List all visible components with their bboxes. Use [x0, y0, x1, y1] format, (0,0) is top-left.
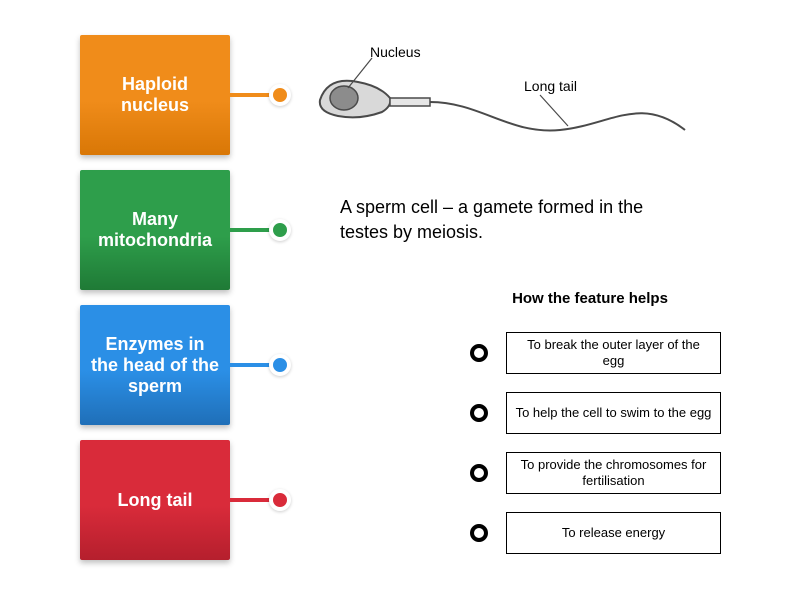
connector-dot-3 [269, 489, 291, 511]
answer-text-2: To provide the chromosomes for fertilisa… [506, 452, 721, 494]
connector-dot-0 [269, 84, 291, 106]
sperm-midpiece [390, 98, 430, 106]
label-tail: Long tail [524, 78, 577, 94]
answer-selector-0[interactable] [470, 344, 488, 362]
answer-text-3: To release energy [506, 512, 721, 554]
feature-box-3: Long tail [80, 440, 230, 560]
sperm-diagram: Nucleus Long tail [310, 40, 690, 160]
answer-text-0: To break the outer layer of the egg [506, 332, 721, 374]
answer-selector-2[interactable] [470, 464, 488, 482]
connector-dot-2 [269, 354, 291, 376]
answer-row-0: To break the outer layer of the egg [470, 332, 721, 374]
answer-text-1: To help the cell to swim to the egg [506, 392, 721, 434]
feature-box-1: Many mitochondria [80, 170, 230, 290]
diagram-caption: A sperm cell – a gamete formed in the te… [340, 195, 680, 245]
sperm-nucleus [330, 86, 358, 110]
label-nucleus: Nucleus [370, 44, 421, 60]
answer-row-2: To provide the chromosomes for fertilisa… [470, 452, 721, 494]
answer-row-3: To release energy [470, 512, 721, 554]
sperm-tail [430, 102, 685, 131]
feature-box-2: Enzymes in the head of the sperm [80, 305, 230, 425]
answer-row-1: To help the cell to swim to the egg [470, 392, 721, 434]
connector-dot-1 [269, 219, 291, 241]
feature-box-0: Haploid nucleus [80, 35, 230, 155]
answer-selector-1[interactable] [470, 404, 488, 422]
answer-selector-3[interactable] [470, 524, 488, 542]
table-header: How the feature helps [480, 290, 700, 307]
